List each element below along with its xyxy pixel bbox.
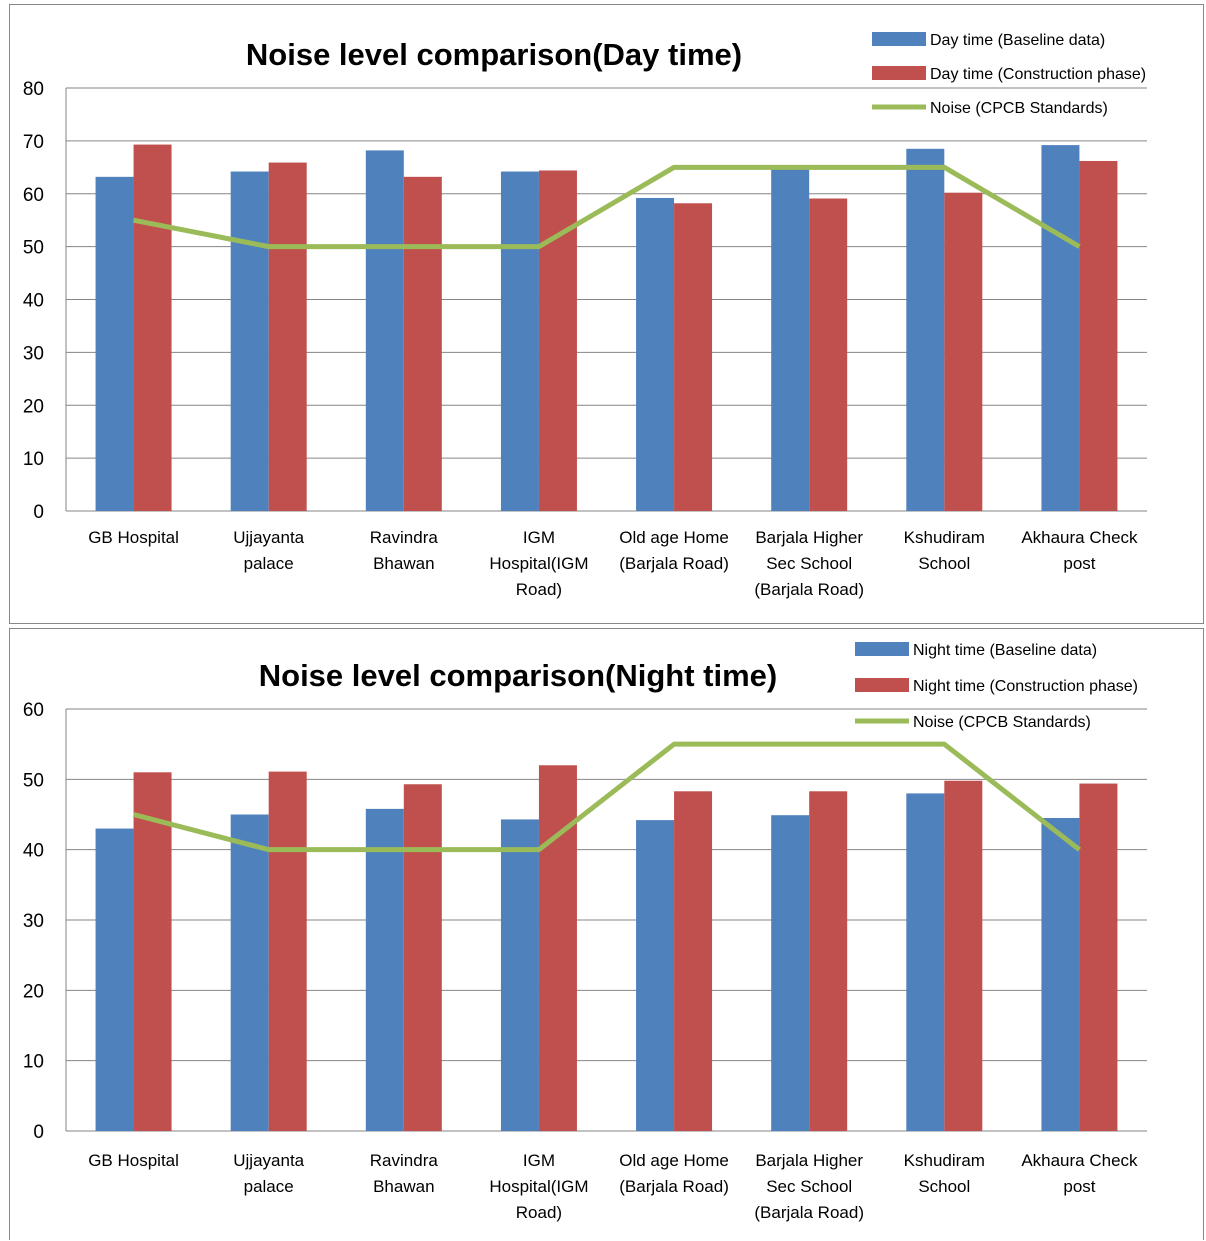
chart-title: Noise level comparison(Night time) bbox=[259, 658, 778, 693]
series-line bbox=[133, 164, 1081, 250]
legend-label: Night time (Baseline data) bbox=[913, 642, 1097, 659]
y-tick-label: 60 bbox=[23, 700, 44, 721]
bar bbox=[268, 771, 307, 1131]
category-label: Old age Home (Barjala Road) bbox=[619, 1151, 729, 1196]
legend-label: Day time (Construction phase) bbox=[930, 66, 1146, 83]
chart-title: Noise level comparison(Day time) bbox=[246, 37, 742, 72]
bar bbox=[500, 171, 539, 512]
bar bbox=[133, 772, 172, 1131]
category-label: Ujjayanta palace bbox=[233, 528, 304, 573]
bar bbox=[636, 820, 675, 1131]
bar bbox=[1079, 160, 1118, 511]
y-tick-label: 70 bbox=[23, 132, 44, 153]
bar bbox=[403, 176, 442, 511]
y-tick-label: 50 bbox=[23, 238, 44, 259]
bar bbox=[674, 203, 713, 511]
category-label: Akhaura Check post bbox=[1021, 528, 1138, 573]
bar bbox=[538, 765, 577, 1131]
bar bbox=[95, 828, 134, 1131]
bar bbox=[771, 169, 810, 512]
legend-swatch bbox=[855, 678, 909, 692]
category-label: Ravindra Bhawan bbox=[370, 1151, 439, 1196]
bar bbox=[538, 170, 577, 512]
series-line bbox=[132, 741, 1081, 853]
legend-swatch bbox=[872, 66, 926, 80]
bar bbox=[636, 197, 675, 512]
category-label: Old age Home (Barjala Road) bbox=[619, 528, 729, 573]
y-tick-label: 0 bbox=[33, 502, 44, 523]
y-tick-label: 30 bbox=[23, 343, 44, 364]
bar bbox=[944, 192, 983, 511]
category-label: GB Hospital bbox=[88, 528, 179, 547]
y-tick-label: 40 bbox=[23, 841, 44, 862]
legend-label: Noise (CPCB Standards) bbox=[913, 714, 1091, 731]
day-time-chart: 0 10 20 30 40 50 60 70 80 GB Hospital Ujjayanta pal… bbox=[23, 32, 1147, 599]
bar bbox=[906, 148, 945, 511]
bar bbox=[1041, 818, 1080, 1131]
y-tick-label: 20 bbox=[23, 981, 44, 1002]
day-time-chart-panel: 0 10 20 30 40 50 60 70 80 GB Hospital Ujjayanta pal… bbox=[9, 4, 1204, 624]
legend-swatch bbox=[872, 32, 926, 46]
legend-label: Noise (CPCB Standards) bbox=[930, 100, 1108, 117]
y-tick-label: 20 bbox=[23, 396, 44, 417]
y-tick-label: 40 bbox=[23, 291, 44, 312]
bar bbox=[1041, 145, 1080, 512]
y-tick-label: 50 bbox=[23, 770, 44, 791]
bar bbox=[230, 171, 269, 512]
bar bbox=[268, 162, 307, 511]
y-tick-label: 10 bbox=[23, 1052, 44, 1073]
bar bbox=[944, 780, 983, 1131]
category-label: Barjala Higher Sec School (Barjala Road) bbox=[754, 528, 864, 599]
category-label: Kshudiram School bbox=[904, 1151, 985, 1196]
category-label: Barjala Higher Sec School (Barjala Road) bbox=[754, 1151, 864, 1222]
y-tick-label: 0 bbox=[33, 1122, 44, 1143]
bar bbox=[95, 176, 134, 511]
category-label: IGM Hospital(IGM Road) bbox=[489, 528, 588, 599]
y-tick-label: 80 bbox=[23, 79, 44, 100]
legend-label: Day time (Baseline data) bbox=[930, 32, 1105, 49]
bar bbox=[365, 150, 404, 511]
y-tick-label: 60 bbox=[23, 185, 44, 206]
bar bbox=[674, 791, 713, 1131]
category-label: Kshudiram School bbox=[904, 528, 985, 573]
bar bbox=[906, 793, 945, 1131]
legend-swatch bbox=[855, 642, 909, 656]
y-tick-label: 10 bbox=[23, 449, 44, 470]
category-label: IGM Hospital(IGM Road) bbox=[489, 1151, 588, 1222]
bar bbox=[809, 791, 848, 1131]
legend-label: Night time (Construction phase) bbox=[913, 678, 1138, 695]
category-label: Ujjayanta palace bbox=[233, 1151, 304, 1196]
bar bbox=[500, 819, 539, 1131]
category-label: Akhaura Check post bbox=[1021, 1151, 1138, 1196]
bar bbox=[365, 808, 404, 1131]
y-tick-label: 30 bbox=[23, 911, 44, 932]
bar bbox=[771, 815, 810, 1131]
bar bbox=[1079, 783, 1118, 1131]
bar bbox=[809, 198, 848, 512]
category-label: GB Hospital bbox=[88, 1151, 179, 1170]
bar bbox=[403, 784, 442, 1131]
bar bbox=[133, 144, 172, 512]
night-time-chart: 0 10 20 30 40 50 60 GB Hospital Ujjayanta palace R… bbox=[23, 642, 1147, 1222]
bar bbox=[230, 814, 269, 1131]
category-label: Ravindra Bhawan bbox=[370, 528, 439, 573]
night-time-chart-panel: 0 10 20 30 40 50 60 GB Hospital Ujjayanta palace R… bbox=[9, 628, 1204, 1240]
